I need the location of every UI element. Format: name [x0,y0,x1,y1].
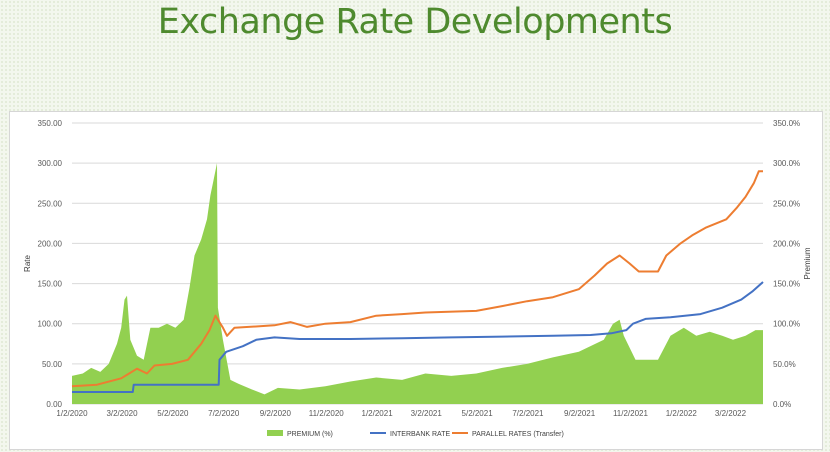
series-premium-area [72,163,763,404]
y2-tick-label: 50.0% [773,360,796,369]
y-tick-label: 250.00 [38,199,63,208]
left-axis-title: Rate [23,255,32,272]
x-axis-ticks: 1/2/2020 3/2/2020 5/2/2020 7/2/2020 9/2/2020… [56,409,746,418]
y-tick-label: 50.00 [42,360,63,369]
chart-frame: 0.00 50.00 100.00 150.00 200.00 250.00 300.00 3… [9,111,823,450]
x-tick-label: 9/2/2020 [260,409,292,418]
series-parallel-line [71,170,763,388]
x-tick-label: 11/2/2020 [309,409,345,418]
y2-tick-label: 150.0% [773,280,800,289]
right-axis-ticks: 0.0% 50.0% 100.0% 150.0% 200.0% 250.0% 300.0% 3… [773,119,800,409]
x-tick-label: 1/2/2020 [56,409,88,418]
right-axis-title: Premium [803,247,812,279]
y2-tick-label: 100.0% [773,320,800,329]
x-tick-label: 1/2/2021 [362,409,394,418]
x-tick-label: 7/2/2021 [512,409,544,418]
x-tick-label: 3/2/2020 [106,409,138,418]
legend-swatch [267,430,283,436]
legend: PREMIUM (%) INTERBANK RATE PARALLEL RATES … [267,430,564,438]
legend-entry: PREMIUM (%) [287,431,333,438]
legend-entry: PARALLEL RATES (Transfer) [472,431,564,438]
y2-tick-label: 200.0% [773,239,800,248]
y2-tick-label: 350.0% [773,119,800,128]
y2-tick-label: 0.0% [773,400,791,409]
y-tick-label: 200.00 [38,239,63,248]
x-tick-label: 3/2/2022 [715,409,747,418]
left-axis-ticks: 0.00 50.00 100.00 150.00 200.00 250.00 300.00 3… [38,119,63,409]
x-tick-label: 9/2/2021 [564,409,596,418]
y2-tick-label: 300.0% [773,159,800,168]
y-tick-label: 300.00 [38,159,63,168]
y2-tick-label: 250.0% [773,199,800,208]
y-tick-label: 350.00 [38,119,63,128]
y-tick-label: 0.00 [46,400,62,409]
x-tick-label: 3/2/2021 [411,409,443,418]
x-tick-label: 7/2/2020 [208,409,240,418]
y-tick-label: 150.00 [38,280,63,289]
series-interbank-line [72,281,764,393]
rate-lines-layer [71,170,764,393]
page-title: Exchange Rate Developments [157,2,673,42]
x-tick-label: 11/2/2021 [613,409,649,418]
exchange-rate-chart: 0.00 50.00 100.00 150.00 200.00 250.00 300.00 3… [23,119,812,438]
x-tick-label: 1/2/2022 [666,409,698,418]
legend-entry: INTERBANK RATE [390,431,450,438]
x-tick-label: 5/2/2021 [462,409,494,418]
premium-area-layer [72,163,763,404]
x-tick-label: 5/2/2020 [157,409,189,418]
y-tick-label: 100.00 [38,320,63,329]
